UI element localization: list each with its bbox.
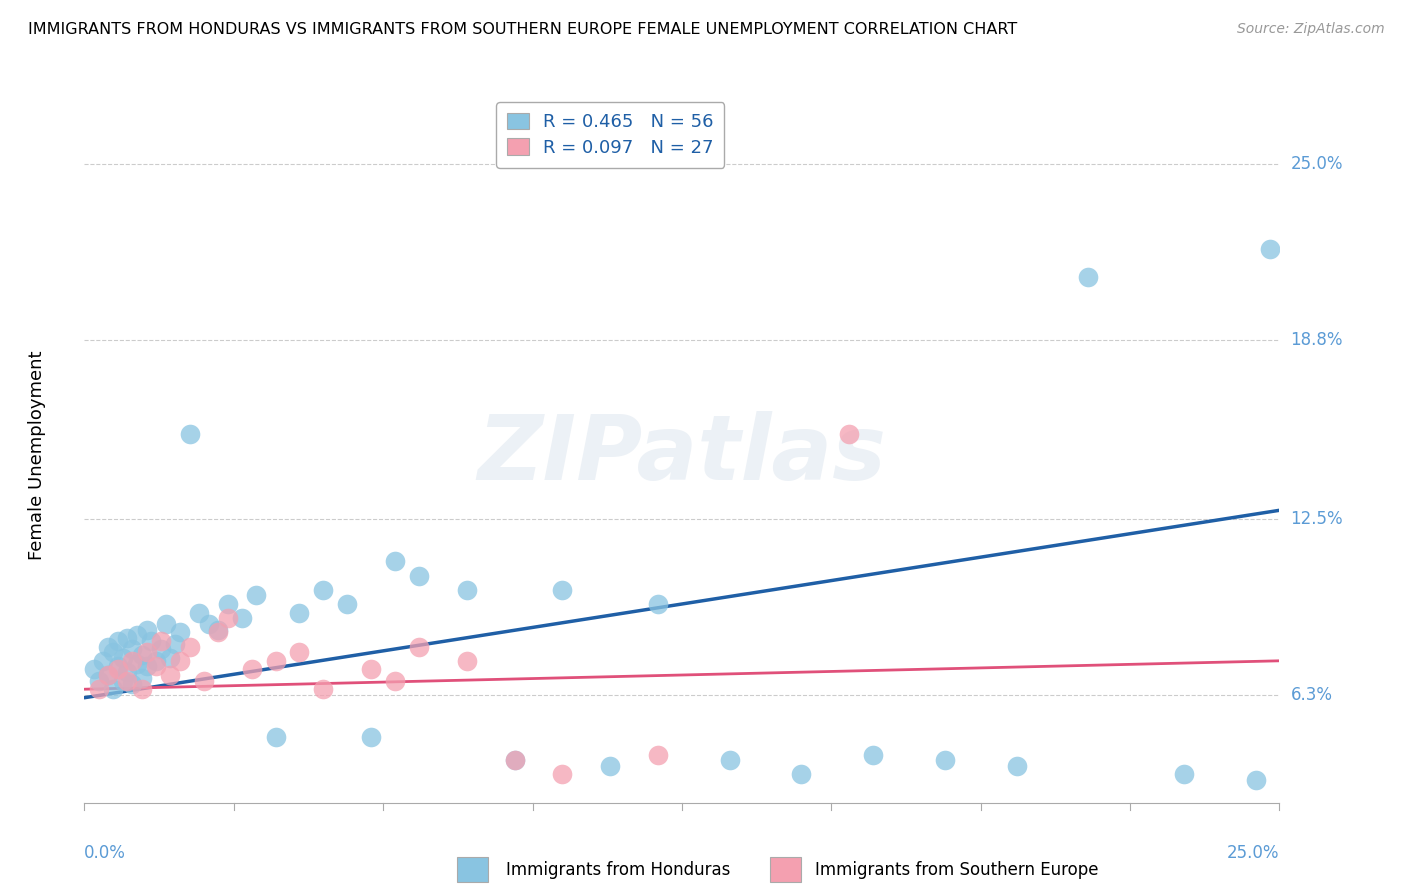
Point [169, 625, 191, 640]
Point [503, 753, 526, 767]
Point [97, 640, 120, 654]
Point [97, 668, 120, 682]
Point [862, 747, 884, 762]
Point [1173, 767, 1195, 781]
Point [169, 654, 191, 668]
Legend: R = 0.465   N = 56, R = 0.097   N = 27: R = 0.465 N = 56, R = 0.097 N = 27 [496, 103, 724, 168]
Text: 6.3%: 6.3% [1291, 686, 1333, 704]
Point [87, 682, 110, 697]
Point [131, 671, 153, 685]
Point [647, 597, 669, 611]
Point [408, 568, 430, 582]
Point [231, 611, 253, 625]
Point [121, 654, 143, 668]
Point [179, 426, 201, 441]
Point [599, 759, 621, 773]
Point [117, 665, 139, 680]
Text: Immigrants from Honduras: Immigrants from Honduras [506, 861, 731, 879]
Point [312, 582, 335, 597]
Point [551, 582, 574, 597]
Text: Immigrants from Southern Europe: Immigrants from Southern Europe [815, 861, 1099, 879]
Point [87, 673, 110, 688]
Point [360, 662, 382, 676]
Point [384, 554, 406, 568]
Point [264, 654, 287, 668]
Point [111, 673, 134, 688]
Point [145, 659, 167, 673]
Text: 12.5%: 12.5% [1291, 510, 1343, 528]
Point [111, 651, 134, 665]
Point [718, 753, 741, 767]
Point [97, 668, 120, 682]
Point [217, 611, 239, 625]
Point [408, 640, 430, 654]
Point [456, 582, 478, 597]
Point [125, 628, 148, 642]
Point [155, 616, 177, 631]
Point [107, 662, 129, 676]
Point [1258, 242, 1281, 256]
Point [179, 640, 201, 654]
Point [83, 662, 105, 676]
Text: IMMIGRANTS FROM HONDURAS VS IMMIGRANTS FROM SOUTHERN EUROPE FEMALE UNEMPLOYMENT : IMMIGRANTS FROM HONDURAS VS IMMIGRANTS F… [28, 22, 1018, 37]
Text: Source: ZipAtlas.com: Source: ZipAtlas.com [1237, 22, 1385, 37]
Point [135, 659, 157, 673]
Point [125, 657, 148, 671]
Point [193, 673, 215, 688]
Point [207, 625, 229, 640]
Point [145, 654, 167, 668]
Point [141, 634, 163, 648]
Point [1077, 270, 1099, 285]
Point [135, 623, 157, 637]
Point [790, 767, 813, 781]
Point [117, 673, 139, 688]
Point [149, 634, 172, 648]
Text: 18.8%: 18.8% [1291, 331, 1343, 349]
Point [384, 673, 406, 688]
Point [131, 648, 153, 662]
Point [107, 634, 129, 648]
Point [107, 659, 129, 673]
Point [288, 606, 311, 620]
Point [456, 654, 478, 668]
Point [934, 753, 956, 767]
Point [1005, 759, 1028, 773]
Point [135, 645, 157, 659]
Point [197, 616, 219, 631]
Point [101, 645, 124, 659]
Point [360, 731, 382, 745]
Text: 25.0%: 25.0% [1227, 845, 1279, 863]
Point [503, 753, 526, 767]
Point [159, 668, 181, 682]
Point [121, 642, 143, 657]
Point [149, 642, 172, 657]
Point [121, 676, 143, 690]
Text: 25.0%: 25.0% [1291, 155, 1343, 173]
Point [245, 589, 267, 603]
Point [217, 597, 239, 611]
Point [551, 767, 574, 781]
Text: 0.0%: 0.0% [84, 845, 127, 863]
Point [101, 682, 124, 697]
Point [264, 731, 287, 745]
Point [207, 623, 229, 637]
Point [165, 637, 187, 651]
Point [1244, 773, 1267, 788]
Point [240, 662, 263, 676]
Point [838, 426, 860, 441]
Text: Female Unemployment: Female Unemployment [28, 351, 45, 559]
Point [93, 654, 115, 668]
Point [188, 606, 211, 620]
Point [159, 651, 181, 665]
Point [336, 597, 359, 611]
Point [131, 682, 153, 697]
Point [288, 645, 311, 659]
Point [647, 747, 669, 762]
Text: ZIPatlas: ZIPatlas [478, 411, 886, 499]
Point [117, 631, 139, 645]
Point [312, 682, 335, 697]
